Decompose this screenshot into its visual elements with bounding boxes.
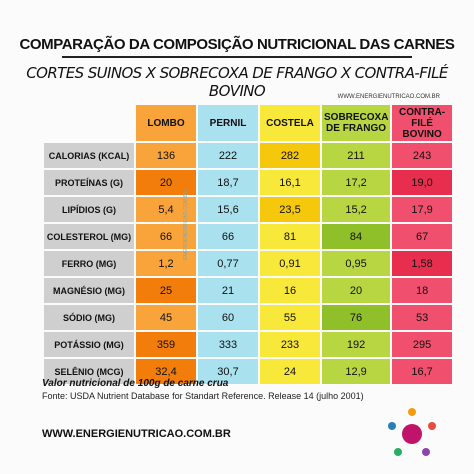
column-header: COSTELA <box>260 105 320 141</box>
value-cell: 20 <box>322 278 391 303</box>
value-cell: 333 <box>198 332 258 357</box>
value-cell: 16 <box>260 278 320 303</box>
row-label: PROTEÍNAS (G) <box>44 170 134 195</box>
value-cell: 136 <box>136 143 196 168</box>
table-row: LIPÍDIOS (G) 5,4 15,6 23,5 15,2 17,9 <box>44 197 453 222</box>
value-cell: 25 <box>136 278 196 303</box>
row-label: SELÊNIO (MCG) <box>44 359 134 384</box>
value-cell: 5,4 <box>136 197 196 222</box>
value-cell: 18,7 <box>198 170 258 195</box>
table-row: SELÊNIO (MCG) 32,4 30,7 24 12,9 16,7 <box>44 359 453 384</box>
header-row: LOMBO PERNIL COSTELA SOBRECOXA DE FRANGO CON… <box>44 105 453 141</box>
column-header: LOMBO <box>136 105 196 141</box>
column-header: SOBRECOXA DE FRANGO <box>322 105 391 141</box>
title-underline <box>62 56 412 58</box>
value-cell: 0,95 <box>322 251 391 276</box>
value-cell: 0,91 <box>260 251 320 276</box>
source: Fonte: USDA Nutrient Database for Standa… <box>42 391 364 401</box>
value-cell: 81 <box>260 224 320 249</box>
value-cell: 1,58 <box>392 251 453 276</box>
nutrition-table: LOMBO PERNIL COSTELA SOBRECOXA DE FRANGO CON… <box>42 103 454 386</box>
column-header: CONTRA-FILÉ BOVINO <box>392 105 453 141</box>
watermark: ENERGIENUTRICAO.COM.BR <box>183 189 189 260</box>
row-label: FERRO (MG) <box>44 251 134 276</box>
value-cell: 30,7 <box>198 359 258 384</box>
value-cell: 0,77 <box>198 251 258 276</box>
site-url: WWW.ENERGIENUTRICAO.COM.BR <box>337 94 440 100</box>
value-cell: 66 <box>136 224 196 249</box>
table-row: MAGNÉSIO (MG) 25 21 16 20 18 <box>44 278 453 303</box>
value-cell: 192 <box>322 332 391 357</box>
table-row: PROTEÍNAS (G) 20 18,7 16,1 17,2 19,0 <box>44 170 453 195</box>
value-cell: 15,6 <box>198 197 258 222</box>
value-cell: 67 <box>392 224 453 249</box>
title: COMPARAÇÃO DA COMPOSIÇÃO NUTRICIONAL DAS… <box>19 36 455 53</box>
value-cell: 16,1 <box>260 170 320 195</box>
value-cell: 243 <box>392 143 453 168</box>
value-cell: 23,5 <box>260 197 320 222</box>
value-cell: 24 <box>260 359 320 384</box>
row-label: LIPÍDIOS (G) <box>44 197 134 222</box>
value-cell: 19,0 <box>392 170 453 195</box>
value-cell: 17,9 <box>392 197 453 222</box>
subtitle: CORTES SUINOS X SOBRECOXA DE FRANGO X CO… <box>26 64 448 100</box>
value-cell: 32,4 <box>136 359 196 384</box>
value-cell: 84 <box>322 224 391 249</box>
value-cell: 20 <box>136 170 196 195</box>
value-cell: 282 <box>260 143 320 168</box>
footer-url[interactable]: WWW.ENERGIENUTRICAO.COM.BR <box>42 428 231 440</box>
caption: Valor nutricional de 100g de carne crua <box>42 378 229 389</box>
value-cell: 222 <box>198 143 258 168</box>
value-cell: 21 <box>198 278 258 303</box>
row-label: COLESTEROL (MG) <box>44 224 134 249</box>
table-row: COLESTEROL (MG) 66 66 81 84 67 <box>44 224 453 249</box>
row-label: MAGNÉSIO (MG) <box>44 278 134 303</box>
value-cell: 18 <box>392 278 453 303</box>
value-cell: 12,9 <box>322 359 391 384</box>
value-cell: 17,2 <box>322 170 391 195</box>
value-cell: 66 <box>198 224 258 249</box>
value-cell: 45 <box>136 305 196 330</box>
value-cell: 55 <box>260 305 320 330</box>
table-row: POTÁSSIO (MG) 359 333 233 192 295 <box>44 332 453 357</box>
value-cell: 76 <box>322 305 391 330</box>
value-cell: 211 <box>322 143 391 168</box>
row-label: CALORIAS (KCAL) <box>44 143 134 168</box>
value-cell: 60 <box>198 305 258 330</box>
table-row: FERRO (MG) 1,2 0,77 0,91 0,95 1,58 <box>44 251 453 276</box>
table-row: CALORIAS (KCAL) 136 222 282 211 243 <box>44 143 453 168</box>
row-label: POTÁSSIO (MG) <box>44 332 134 357</box>
value-cell: 1,2 <box>136 251 196 276</box>
logo <box>388 408 436 456</box>
table-row: SÓDIO (MG) 45 60 55 76 53 <box>44 305 453 330</box>
value-cell: 15,2 <box>322 197 391 222</box>
corner-cell <box>44 105 134 141</box>
value-cell: 16,7 <box>392 359 453 384</box>
column-header: PERNIL <box>198 105 258 141</box>
value-cell: 359 <box>136 332 196 357</box>
value-cell: 53 <box>392 305 453 330</box>
row-label: SÓDIO (MG) <box>44 305 134 330</box>
value-cell: 233 <box>260 332 320 357</box>
value-cell: 295 <box>392 332 453 357</box>
